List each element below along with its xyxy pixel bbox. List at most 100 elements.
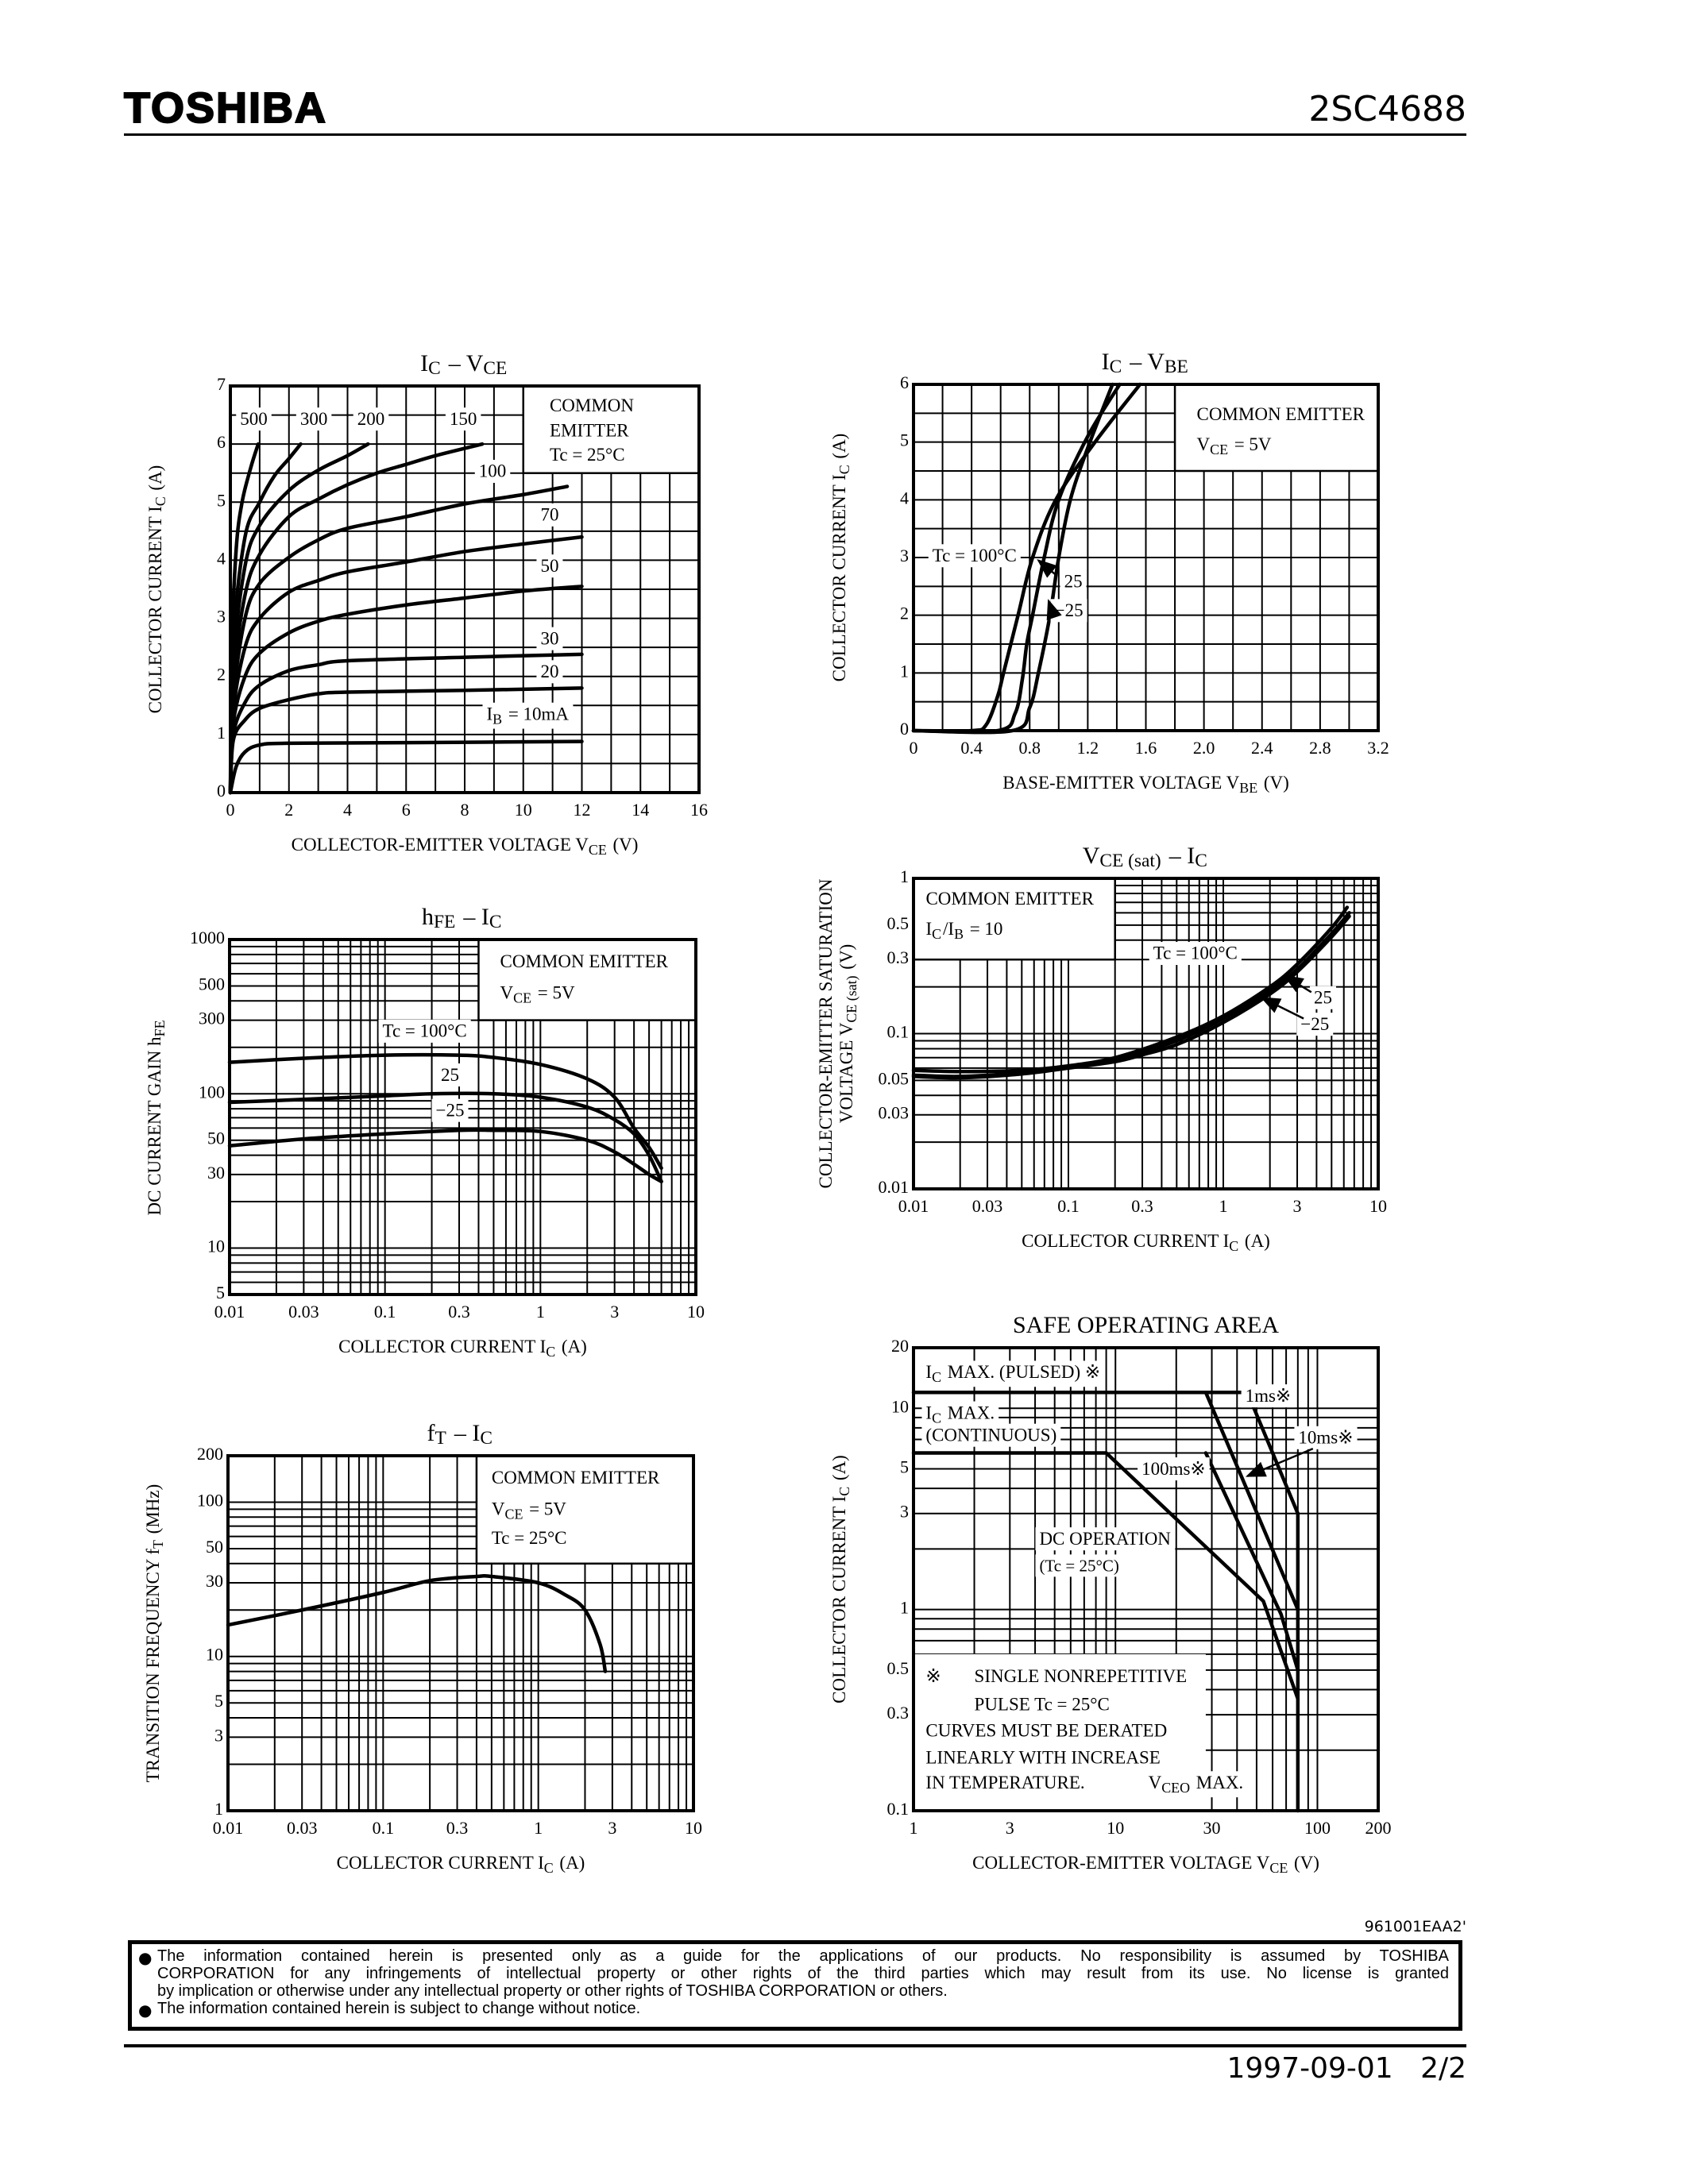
- series-label-bg: [1060, 569, 1087, 593]
- bullet-icon: ●: [138, 2001, 153, 2020]
- series-label: DC OPERATION: [1039, 1529, 1171, 1549]
- y-tick-label: 1: [214, 1799, 223, 1819]
- series-label: 100ms※: [1141, 1459, 1206, 1479]
- x-tick-label: 10: [687, 1302, 705, 1322]
- series-curve: [228, 585, 584, 795]
- x-axis-label: COLLECTOR CURRENT IC (A): [338, 1337, 587, 1360]
- series-curve: [228, 534, 584, 795]
- series-curve: [1203, 1390, 1300, 1611]
- series-label-bg: [1296, 1013, 1334, 1036]
- series-curve: [1203, 1451, 1300, 1673]
- series-label-bg: [1309, 986, 1336, 1009]
- series-label-bg: [536, 554, 563, 578]
- series-label-bg: [1144, 1771, 1248, 1798]
- series-label: IC MAX. (PULSED) ※: [925, 1362, 1100, 1385]
- series-label-bg: [536, 627, 563, 650]
- y-tick-label: 0.03: [879, 1103, 910, 1123]
- header-divider: [124, 133, 1466, 136]
- x-tick-label: 3.2: [1367, 738, 1389, 758]
- series-label: Tc = 100°C: [933, 546, 1017, 565]
- series-label-bg: [536, 660, 563, 684]
- chart-title: IC – VBE: [1102, 349, 1191, 377]
- series-label-bg: [437, 1063, 464, 1087]
- date: 1997-09-01: [1226, 2052, 1393, 2085]
- annotation: IC MAX.: [925, 1403, 995, 1426]
- condition-note: COMMON EMITTER: [492, 1468, 660, 1488]
- series-curve: [228, 484, 570, 795]
- x-tick-label: 10: [1369, 1196, 1387, 1216]
- y-tick-label: 0.3: [887, 1703, 910, 1723]
- series-label-bg: [928, 544, 1021, 568]
- series-label-bg: [295, 407, 332, 431]
- conditions-box: [1173, 383, 1380, 473]
- series-curve: [911, 1451, 1300, 1701]
- plot-frame: [912, 877, 1380, 1190]
- x-tick-label: 1: [534, 1818, 543, 1838]
- y-tick-label: 100: [199, 1082, 225, 1102]
- page-number: 2/2: [1420, 2052, 1466, 2085]
- series-label: VCEO MAX.: [1149, 1773, 1244, 1796]
- y-tick-label: 7: [217, 374, 226, 394]
- series-label: 50: [540, 556, 558, 576]
- plot-frame: [912, 1346, 1380, 1812]
- condition-note: ※: [925, 1666, 941, 1686]
- y-tick-label: 10: [207, 1237, 225, 1256]
- condition-note: COMMON EMITTER: [1196, 404, 1365, 424]
- x-tick-label: 0.01: [213, 1818, 244, 1838]
- series-label: 30: [540, 629, 558, 649]
- arrow-icon: [1260, 997, 1304, 1020]
- toshiba-logo: TOSHIBA: [123, 83, 328, 133]
- series-label: 25: [1064, 572, 1083, 592]
- y-tick-label: 0.1: [887, 1799, 910, 1819]
- y-tick-label: 1: [217, 723, 226, 743]
- x-tick-label: 0.03: [972, 1196, 1003, 1216]
- arrow-icon: [1037, 559, 1057, 578]
- y-axis-label: TRANSITION FREQUENCY fT (MHz): [143, 1484, 166, 1783]
- series-curve: [228, 442, 485, 795]
- series-label-bg: [353, 407, 389, 431]
- series-curve: [911, 382, 1142, 733]
- y-tick-label: 5: [217, 490, 226, 510]
- condition-note: COMMON: [550, 396, 634, 415]
- y-tick-label: 50: [206, 1537, 223, 1557]
- series-label: Tc = 100°C: [383, 1021, 467, 1041]
- x-tick-label: 0.3: [1131, 1196, 1153, 1216]
- chart-title: SAFE OPERATING AREA: [1013, 1312, 1279, 1338]
- x-tick-label: 100: [1304, 1818, 1331, 1838]
- series-label-bg: [1241, 1384, 1296, 1408]
- series-label: 10ms※: [1298, 1428, 1353, 1448]
- y-tick-label: 30: [207, 1163, 225, 1183]
- x-tick-label: 0.1: [373, 1818, 395, 1838]
- y-tick-label: 2: [900, 604, 909, 623]
- series-label: 100: [479, 461, 507, 481]
- x-tick-label: 10: [685, 1818, 702, 1838]
- y-tick-label: 3: [900, 546, 909, 565]
- x-tick-label: 3: [610, 1302, 619, 1322]
- y-tick-label: 10: [206, 1645, 223, 1665]
- y-axis-label: COLLECTOR CURRENT IC (A): [145, 465, 168, 714]
- y-tick-label: 1: [900, 1598, 909, 1618]
- y-tick-label: 0.5: [887, 913, 910, 933]
- condition-note: PULSE Tc = 25°C: [975, 1695, 1110, 1715]
- x-axis-label: COLLECTOR CURRENT IC (A): [337, 1853, 585, 1876]
- annotation: (CONTINUOUS): [925, 1426, 1056, 1445]
- footer-divider: [124, 2044, 1466, 2047]
- part-number: 2SC4688: [1308, 89, 1466, 129]
- y-axis-label: COLLECTOR-EMITTER SATURATION: [816, 878, 836, 1188]
- x-tick-label: 0.03: [287, 1818, 318, 1838]
- series-curve: [227, 1052, 663, 1171]
- y-tick-label: 4: [900, 488, 909, 507]
- annotation-bg: [921, 1423, 1061, 1447]
- x-tick-label: 10: [1107, 1818, 1124, 1838]
- disclaimer-line: The information contained herein is pres…: [157, 1947, 1449, 1965]
- condition-note: SINGLE NONREPETITIVE: [975, 1666, 1188, 1686]
- x-tick-label: 0: [910, 738, 918, 758]
- disclaimer-line: by implication or otherwise under any in…: [157, 1982, 948, 2000]
- series-label-bg: [536, 503, 563, 527]
- series-label: 70: [540, 505, 558, 525]
- x-tick-label: 1: [536, 1302, 545, 1322]
- conditions-box: [912, 877, 1116, 961]
- series-label: 1ms※: [1246, 1386, 1292, 1406]
